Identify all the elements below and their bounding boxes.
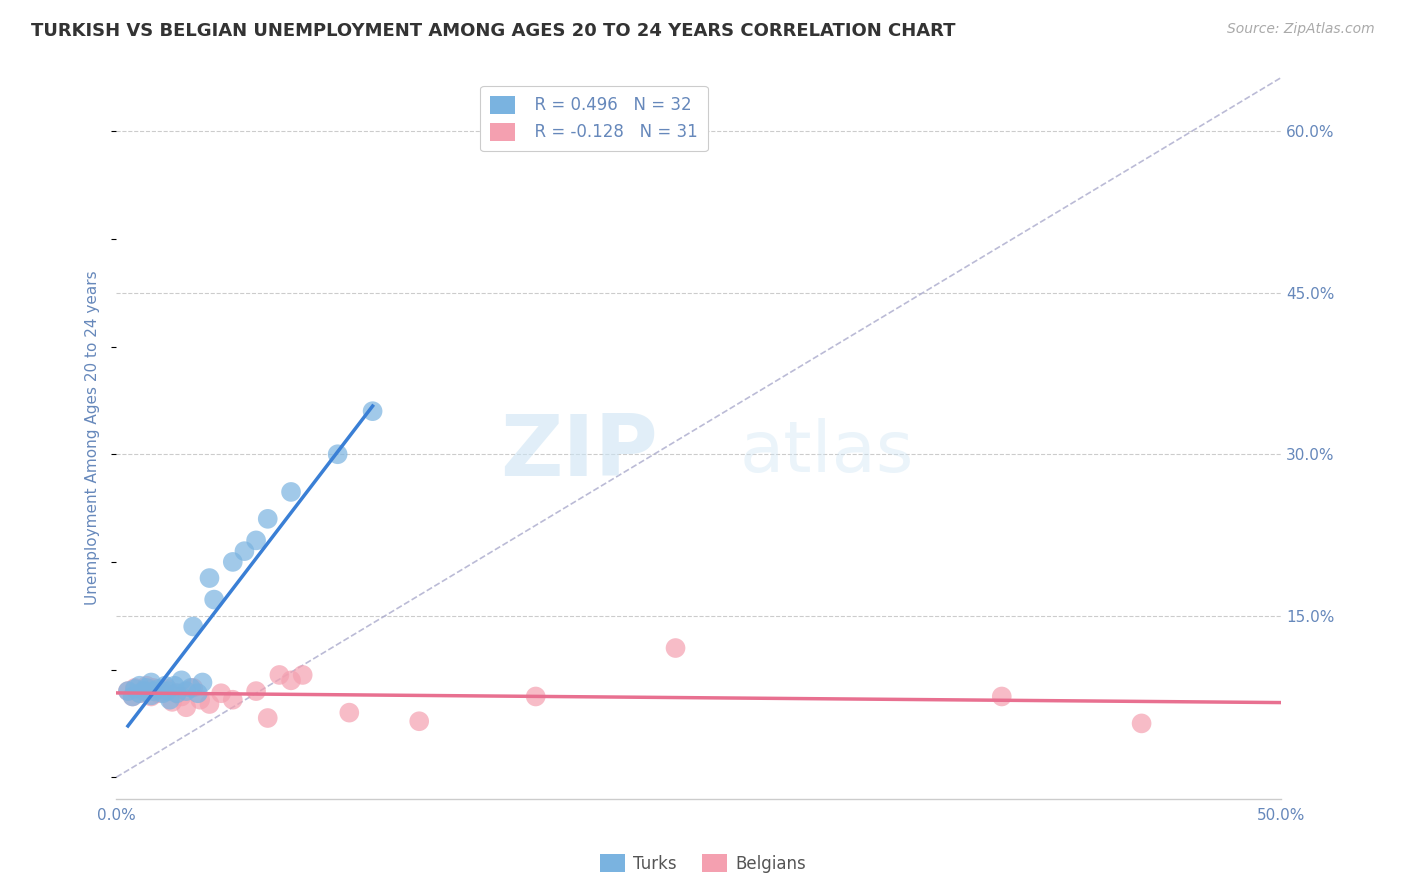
- Legend:   R = 0.496   N = 32,   R = -0.128   N = 31: R = 0.496 N = 32, R = -0.128 N = 31: [481, 86, 707, 152]
- Text: ZIP: ZIP: [501, 411, 658, 494]
- Point: [181, 619, 204, 633]
- Point: [134, 684, 156, 698]
- Point: [148, 681, 170, 696]
- Point: [170, 673, 193, 688]
- Point: [1130, 716, 1153, 731]
- Point: [121, 690, 143, 704]
- Point: [202, 592, 225, 607]
- Point: [166, 686, 188, 700]
- Point: [121, 690, 143, 704]
- Point: [174, 684, 197, 698]
- Point: [117, 684, 139, 698]
- Point: [209, 686, 232, 700]
- Point: [280, 673, 302, 688]
- Point: [163, 679, 186, 693]
- Point: [160, 695, 183, 709]
- Point: [291, 668, 314, 682]
- Point: [233, 544, 256, 558]
- Point: [181, 681, 204, 695]
- Point: [128, 686, 150, 700]
- Point: [135, 679, 157, 693]
- Point: [269, 668, 291, 682]
- Point: [152, 684, 174, 698]
- Point: [198, 697, 221, 711]
- Point: [408, 714, 430, 729]
- Point: [326, 447, 349, 461]
- Point: [280, 484, 302, 499]
- Point: [222, 555, 245, 569]
- Point: [156, 681, 179, 696]
- Point: [188, 692, 211, 706]
- Point: [135, 681, 157, 695]
- Point: [141, 689, 163, 703]
- Point: [198, 571, 221, 585]
- Point: [222, 692, 245, 706]
- Point: [361, 404, 384, 418]
- Text: Source: ZipAtlas.com: Source: ZipAtlas.com: [1227, 22, 1375, 37]
- Point: [664, 640, 686, 655]
- Point: [191, 675, 214, 690]
- Point: [245, 684, 267, 698]
- Point: [117, 684, 139, 698]
- Point: [256, 512, 278, 526]
- Point: [155, 679, 177, 693]
- Point: [134, 684, 156, 698]
- Point: [256, 711, 278, 725]
- Point: [124, 681, 146, 696]
- Point: [156, 684, 179, 698]
- Point: [159, 692, 181, 706]
- Point: [152, 686, 174, 700]
- Point: [524, 690, 547, 704]
- Point: [174, 700, 197, 714]
- Point: [245, 533, 267, 548]
- Point: [170, 690, 193, 704]
- Point: [141, 675, 163, 690]
- Legend: Turks, Belgians: Turks, Belgians: [593, 847, 813, 880]
- Point: [337, 706, 360, 720]
- Point: [142, 684, 165, 698]
- Y-axis label: Unemployment Among Ages 20 to 24 years: Unemployment Among Ages 20 to 24 years: [86, 271, 100, 606]
- Text: TURKISH VS BELGIAN UNEMPLOYMENT AMONG AGES 20 TO 24 YEARS CORRELATION CHART: TURKISH VS BELGIAN UNEMPLOYMENT AMONG AG…: [31, 22, 956, 40]
- Point: [166, 686, 188, 700]
- Text: atlas: atlas: [740, 418, 914, 487]
- Point: [148, 686, 170, 700]
- Point: [128, 679, 150, 693]
- Point: [990, 690, 1012, 704]
- Point: [180, 681, 202, 695]
- Point: [187, 686, 209, 700]
- Point: [141, 690, 163, 704]
- Point: [128, 686, 150, 700]
- Point: [124, 681, 146, 695]
- Point: [142, 681, 165, 695]
